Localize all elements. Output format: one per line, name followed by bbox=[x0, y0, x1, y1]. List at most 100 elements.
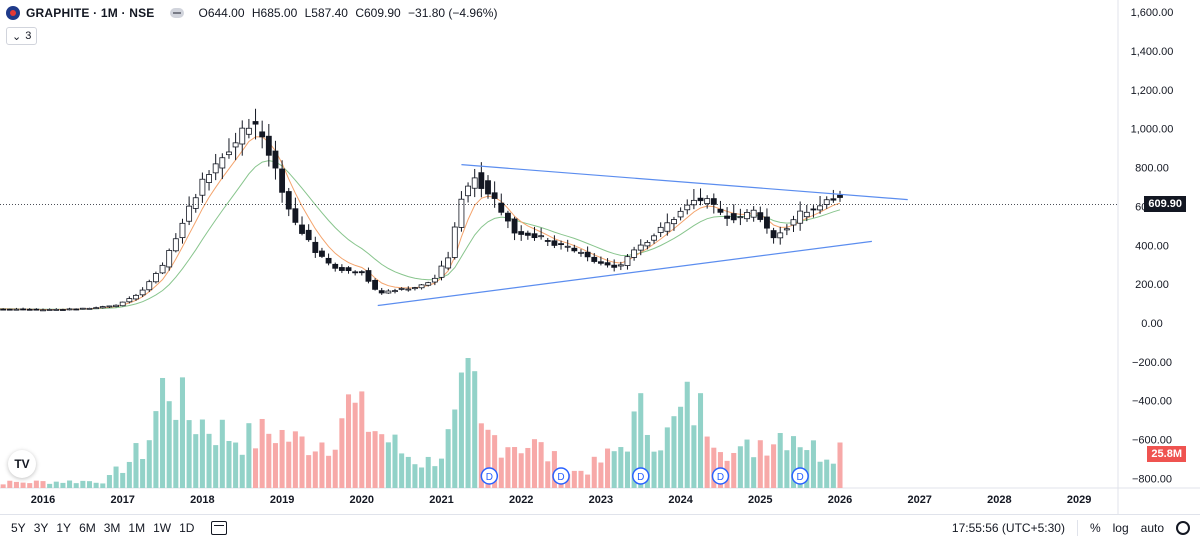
candle bbox=[398, 288, 405, 290]
volume-bar bbox=[684, 381, 690, 488]
volume-bar bbox=[279, 429, 285, 488]
candle bbox=[770, 230, 777, 239]
volume-bar bbox=[824, 459, 830, 488]
volume-bar bbox=[233, 442, 239, 488]
fast-ema-line bbox=[0, 136, 841, 311]
volume-bar bbox=[691, 425, 697, 488]
candle bbox=[531, 233, 538, 239]
candle bbox=[392, 290, 398, 292]
candle bbox=[817, 205, 823, 211]
range-button-1m[interactable]: 1M bbox=[128, 521, 146, 535]
volume-bar bbox=[359, 391, 365, 488]
volume-bar bbox=[126, 461, 132, 488]
volume-bar bbox=[219, 419, 225, 488]
candle bbox=[657, 226, 664, 233]
volume-bar bbox=[286, 441, 292, 488]
candle bbox=[252, 121, 259, 125]
auto-toggle[interactable]: auto bbox=[1140, 521, 1164, 535]
clock[interactable]: 17:55:56 (UTC+5:30) bbox=[951, 521, 1065, 535]
percent-toggle[interactable]: % bbox=[1089, 521, 1101, 535]
candle bbox=[823, 199, 830, 205]
volume-bar bbox=[153, 411, 159, 488]
volume-bar bbox=[545, 461, 551, 488]
volume-bar bbox=[452, 409, 458, 488]
candle bbox=[757, 212, 764, 220]
indicators-toggle-button[interactable]: ⌄ 3 bbox=[6, 27, 38, 45]
volume-bar bbox=[7, 480, 13, 488]
candle bbox=[704, 198, 711, 204]
candle bbox=[637, 244, 644, 251]
x-tick-label: 2023 bbox=[589, 494, 613, 506]
volume-bar bbox=[472, 371, 478, 488]
y-tick-label: 1,000.00 bbox=[1131, 124, 1174, 136]
chevron-down-icon: ⌄ bbox=[12, 30, 22, 43]
price-chart[interactable]: 1,600.00 1,400.00 1,200.00 1,000.00 800.00 60… bbox=[0, 0, 1200, 514]
volume-bar bbox=[531, 439, 538, 488]
candle bbox=[133, 294, 139, 300]
tradingview-logo-icon[interactable]: TV bbox=[8, 450, 36, 478]
volume-bar bbox=[60, 482, 66, 488]
candle bbox=[744, 212, 750, 220]
candle bbox=[697, 197, 704, 202]
collapse-legend-icon[interactable] bbox=[170, 8, 185, 18]
candle bbox=[544, 240, 551, 242]
candle bbox=[783, 228, 790, 231]
dividend-marker bbox=[552, 467, 570, 485]
date-range-icon[interactable] bbox=[211, 521, 228, 535]
candle bbox=[651, 235, 657, 241]
volume-bar bbox=[624, 451, 630, 488]
dividend-marker bbox=[711, 467, 730, 485]
volume-bar bbox=[817, 461, 823, 488]
volume-bar bbox=[306, 455, 312, 488]
volume-bar bbox=[106, 475, 112, 488]
volume-bar bbox=[53, 481, 59, 488]
volume-bar bbox=[525, 447, 531, 488]
candle bbox=[332, 263, 339, 269]
candle bbox=[352, 271, 359, 274]
candle bbox=[604, 262, 611, 266]
volume-bar bbox=[312, 451, 318, 488]
candle bbox=[166, 250, 173, 268]
range-button-1y[interactable]: 1Y bbox=[56, 521, 72, 535]
candle bbox=[365, 270, 372, 282]
range-button-6m[interactable]: 6M bbox=[79, 521, 96, 535]
x-tick-label: 2016 bbox=[31, 494, 55, 506]
candle bbox=[571, 247, 578, 252]
volume-bar bbox=[0, 484, 6, 488]
candle bbox=[53, 308, 60, 311]
volume-bar bbox=[40, 481, 46, 488]
candle bbox=[0, 308, 7, 311]
range-button-3m[interactable]: 3M bbox=[103, 521, 121, 535]
symbol-title[interactable]: GRAPHITE · 1M · NSE bbox=[26, 6, 155, 20]
settings-gear-icon[interactable] bbox=[1176, 521, 1190, 535]
candle bbox=[378, 290, 385, 294]
candle bbox=[418, 284, 425, 289]
range-button-5y[interactable]: 5Y bbox=[11, 521, 26, 535]
volume-bar bbox=[412, 464, 418, 488]
slow-ema-line bbox=[0, 160, 841, 310]
volume-bar bbox=[186, 420, 192, 488]
volume-bar bbox=[784, 450, 790, 488]
range-button-1d[interactable]: 1D bbox=[179, 521, 195, 535]
candle bbox=[285, 191, 292, 210]
volume-bar bbox=[385, 442, 391, 488]
candle bbox=[13, 308, 20, 311]
volume-bar bbox=[193, 434, 199, 488]
volume-bar bbox=[658, 450, 664, 488]
candle bbox=[584, 251, 591, 258]
range-button-1w[interactable]: 1W bbox=[153, 521, 172, 535]
log-toggle[interactable]: log bbox=[1112, 521, 1129, 535]
candle bbox=[86, 307, 93, 310]
range-button-3y[interactable]: 3Y bbox=[33, 521, 49, 535]
volume-bar bbox=[777, 433, 783, 488]
trendline bbox=[461, 164, 908, 201]
candle bbox=[737, 216, 744, 219]
volume-bar bbox=[512, 447, 518, 488]
volume-bar bbox=[146, 440, 152, 488]
candle bbox=[20, 308, 26, 311]
y-tick-label: −800.00 bbox=[1132, 473, 1172, 485]
volume-bar bbox=[226, 440, 232, 488]
candle bbox=[40, 309, 46, 312]
candle bbox=[431, 277, 438, 283]
divider bbox=[1076, 520, 1078, 536]
